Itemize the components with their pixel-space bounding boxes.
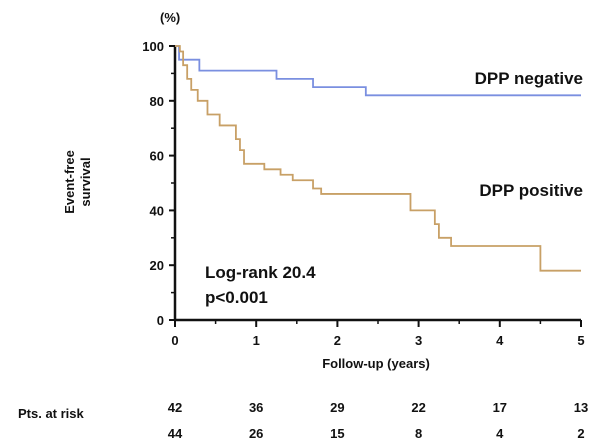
risk-table-cell: 36 (249, 400, 263, 415)
annotation-log-rank: Log-rank 20.4 (205, 263, 316, 282)
series-label-dpp-negative: DPP negative (475, 69, 583, 88)
y-tick-label: 60 (150, 149, 164, 164)
risk-table-cell: 44 (168, 426, 183, 441)
risk-table-cell: 15 (330, 426, 344, 441)
y-tick-label: 80 (150, 94, 164, 109)
risk-table-cell: 26 (249, 426, 263, 441)
risk-table-cell: 17 (493, 400, 507, 415)
y-tick-label: 100 (142, 39, 164, 54)
y-tick-label: 40 (150, 203, 164, 218)
y-axis-title-line1: Event-free (62, 150, 77, 214)
risk-table-cell: 4 (496, 426, 504, 441)
risk-table-cell: 13 (574, 400, 588, 415)
x-ticks: 0 1 2 3 4 5 (171, 320, 585, 348)
risk-table-cell: 8 (415, 426, 422, 441)
y-tick-label: 20 (150, 258, 164, 273)
y-tick-label: 0 (157, 313, 164, 328)
y-unit-label: (%) (160, 10, 180, 25)
x-tick-label: 3 (415, 333, 422, 348)
x-tick-label: 4 (496, 333, 504, 348)
annotation-p-value: p<0.001 (205, 288, 268, 307)
series-group (175, 45, 581, 272)
risk-table-cell: 2 (577, 426, 584, 441)
series-line-dpp-positive (175, 45, 581, 272)
risk-table-cell: 22 (411, 400, 425, 415)
y-ticks: 0 20 40 60 80 100 (142, 39, 175, 328)
x-tick-label: 1 (253, 333, 260, 348)
risk-table-cell: 29 (330, 400, 344, 415)
x-tick-label: 2 (334, 333, 341, 348)
risk-table-cell: 42 (168, 400, 182, 415)
risk-table-label: Pts. at risk (18, 406, 85, 421)
x-tick-label: 5 (577, 333, 584, 348)
x-axis-title: Follow-up (years) (322, 356, 430, 371)
y-axis-title-line2: survival (78, 157, 93, 206)
series-line-dpp-negative (175, 45, 581, 97)
series-label-dpp-positive: DPP positive (479, 181, 583, 200)
x-tick-label: 0 (171, 333, 178, 348)
y-axis-title: Event-free survival (62, 150, 93, 214)
